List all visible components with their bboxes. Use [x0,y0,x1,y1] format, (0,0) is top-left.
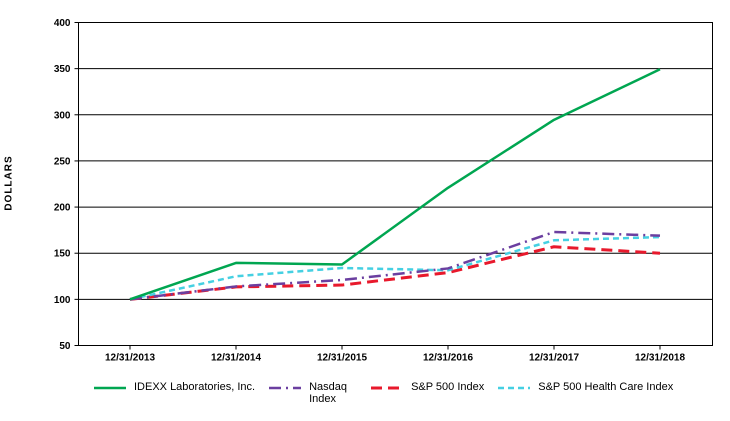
plot-border [78,22,713,346]
x-tick-label: 12/31/2014 [211,353,261,364]
x-tick-label: 12/31/2013 [105,353,155,364]
legend-item-sp500: S&P 500 Index [370,381,484,394]
legend-swatch-line-icon [269,386,302,390]
x-tick-label: 12/31/2018 [635,353,685,364]
legend-label: S&P 500 Health Care Index [538,381,674,393]
y-tick-label: 150 [54,249,71,260]
legend-label: S&P 500 Index [411,381,485,393]
y-tick-label: 200 [54,203,71,214]
x-tick-label: 12/31/2016 [423,353,473,364]
legend-label: IDEXX Laboratories, Inc. [134,381,256,393]
y-axis-title: DOLLARS [3,155,15,211]
legend-item-sp500-healthcare: S&P 500 Health Care Index [497,381,673,394]
series-line-s-p-500-health-care-index [129,235,661,301]
y-tick-label: 50 [59,341,71,352]
y-tick-label: 300 [54,110,71,121]
legend-swatch-line-icon [371,386,404,390]
y-tick-label: 100 [54,295,71,306]
y-tick-label: 400 [54,18,71,29]
y-tick-label: 250 [54,156,71,167]
x-tick-label: 12/31/2015 [317,353,367,364]
legend-label: Nasdaq Index [309,381,347,405]
legend-swatch-line-icon [94,386,126,390]
legend-item-nasdaq: Nasdaq Index [268,381,357,405]
series-line-s-p-500-index [129,245,661,301]
legend-swatch-line-icon [498,386,531,390]
series-line-idexx-laboratories-inc [129,68,661,301]
x-tick-label: 12/31/2017 [529,353,579,364]
legend-item-idexx: IDEXX Laboratories, Inc. [93,381,255,394]
series-line-nasdaq-index [129,230,661,301]
chart-legend: IDEXX Laboratories, Inc. Nasdaq Index S&… [93,381,673,405]
y-tick-label: 350 [54,64,71,75]
